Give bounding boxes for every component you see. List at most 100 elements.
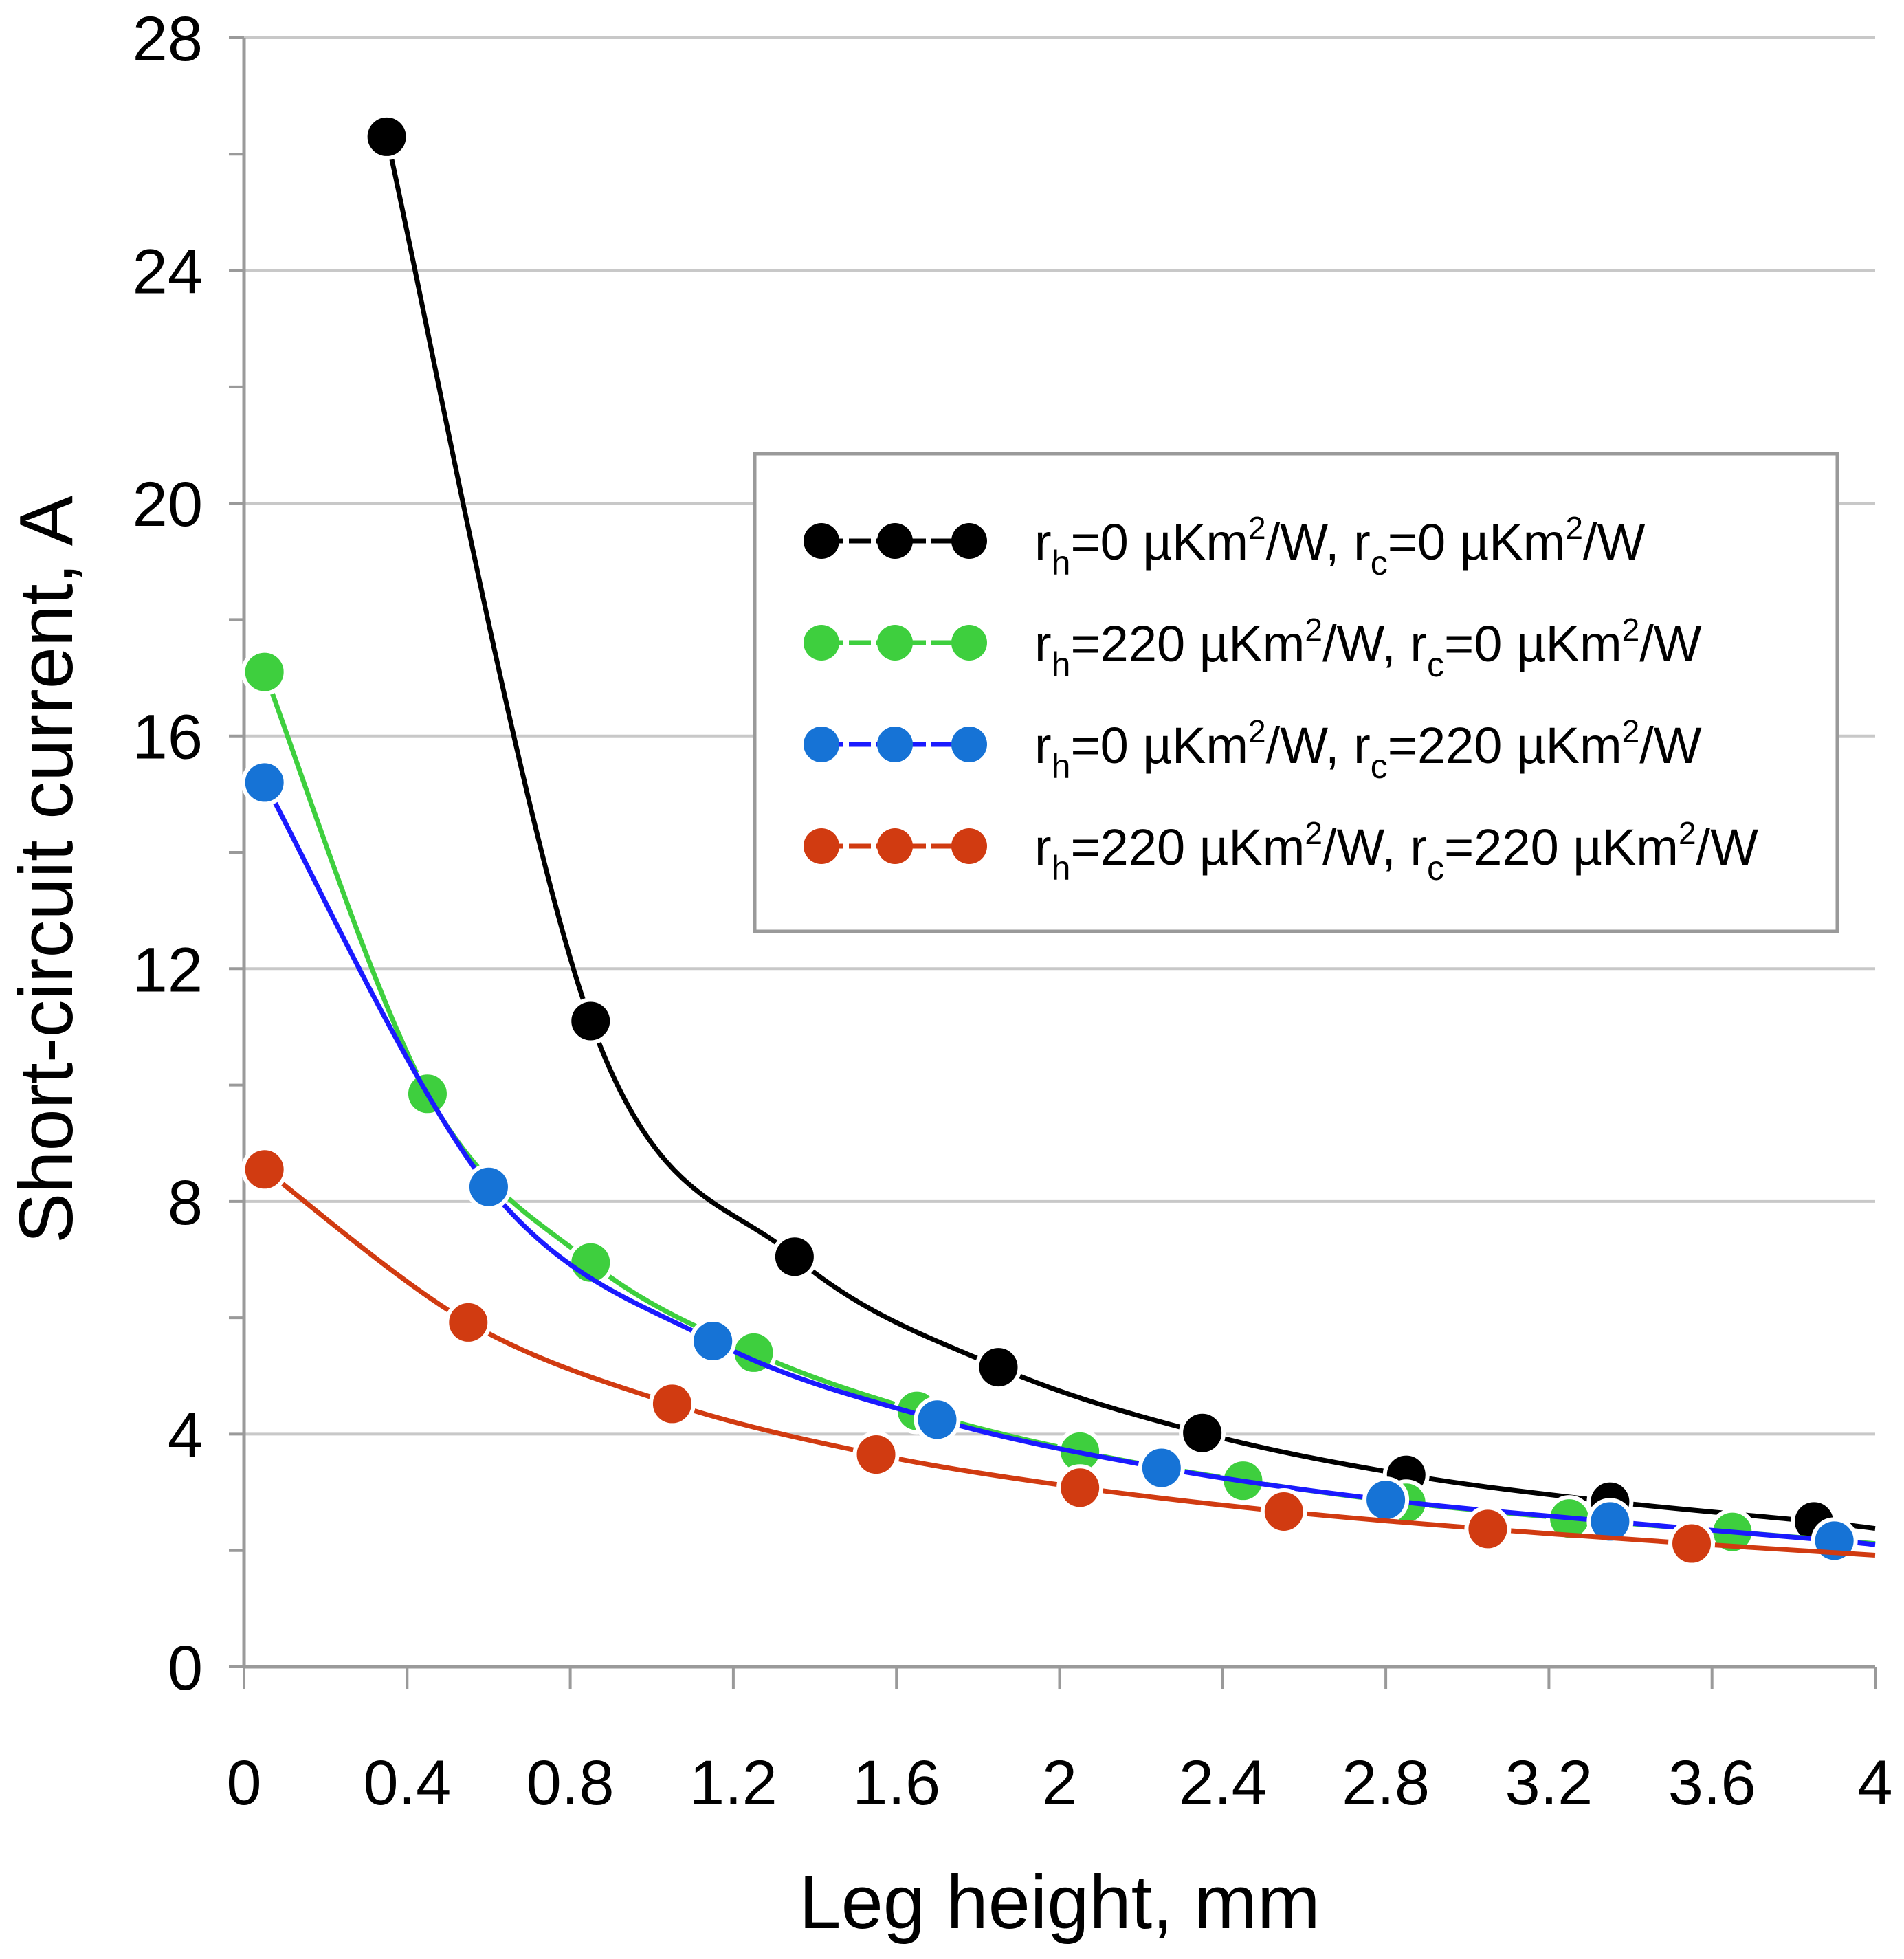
data-point — [1138, 1444, 1185, 1492]
legend-entry-1: rh=220 µKm2/W, rc=0 µKm2/W — [804, 612, 1702, 684]
legend-label-part: c — [1371, 544, 1388, 582]
legend-label-part: =0 µKm — [1070, 513, 1248, 571]
legend-label-part: 2 — [1622, 713, 1640, 749]
legend-label-part: h — [1052, 645, 1071, 684]
legend-label-part: c — [1371, 747, 1388, 786]
data-point — [445, 1298, 492, 1346]
data-point — [648, 1380, 696, 1428]
series-2 — [241, 759, 1876, 1564]
data-point — [465, 1163, 512, 1210]
x-tick-label: 4 — [1857, 1748, 1892, 1818]
data-point — [1362, 1476, 1410, 1524]
legend-label-part: /W, r — [1266, 513, 1371, 571]
legend-label-part: 2 — [1305, 815, 1322, 851]
legend-marker — [951, 727, 987, 762]
legend-entry-2: rh=0 µKm2/W, rc=220 µKm2/W — [804, 713, 1702, 786]
legend-label-part: =220 µKm — [1444, 819, 1679, 876]
legend-label-part: =220 µKm — [1388, 717, 1622, 774]
y-tick-label: 0 — [168, 1633, 203, 1703]
legend-marker — [951, 523, 987, 559]
x-tick-label: 2.8 — [1342, 1748, 1430, 1818]
legend-marker — [951, 625, 987, 661]
y-tick-label: 4 — [168, 1400, 203, 1470]
legend-label-part: /W — [1696, 819, 1759, 876]
legend-marker — [877, 625, 913, 661]
legend-label-part: =0 µKm — [1388, 513, 1566, 571]
x-tick-label: 3.6 — [1668, 1748, 1756, 1818]
legend-entry-3: rh=220 µKm2/W, rc=220 µKm2/W — [804, 815, 1758, 887]
legend-label-part: =0 µKm — [1444, 615, 1622, 672]
legend-marker — [804, 828, 839, 864]
data-point — [1464, 1505, 1512, 1553]
y-tick-label: 24 — [133, 237, 203, 307]
legend-label-part: c — [1427, 645, 1444, 684]
legend-marker — [804, 625, 839, 661]
legend-label-part: /W, r — [1322, 615, 1427, 672]
x-axis-title: Leg height, mm — [799, 1860, 1320, 1945]
data-point — [771, 1233, 818, 1281]
legend-marker — [804, 727, 839, 762]
data-point — [1056, 1464, 1104, 1512]
data-point — [914, 1396, 961, 1443]
plot-series — [241, 113, 1876, 1567]
data-point — [241, 759, 288, 806]
x-tick-label: 1.6 — [852, 1748, 940, 1818]
data-point — [975, 1344, 1022, 1391]
legend-label: rh=220 µKm2/W, rc=0 µKm2/W — [1034, 612, 1702, 684]
legend-label: rh=0 µKm2/W, rc=220 µKm2/W — [1034, 713, 1702, 786]
x-tick-label: 2.4 — [1179, 1748, 1267, 1818]
x-tick-label: 0.4 — [363, 1748, 451, 1818]
legend-label-part: r — [1034, 717, 1052, 774]
legend-label-part: r — [1034, 513, 1052, 571]
data-point — [241, 1146, 288, 1193]
legend-marker — [951, 828, 987, 864]
data-point — [1668, 1520, 1716, 1567]
legend-label: rh=220 µKm2/W, rc=220 µKm2/W — [1034, 815, 1758, 887]
legend-marker — [804, 523, 839, 559]
data-point — [1179, 1409, 1226, 1457]
tick-labels: 0 0.4 0.8 1.2 1.6 2 2.4 2.8 3.2 3.6 4 0 4 8 12 16 20 24 28 — [133, 4, 1893, 1818]
legend-label-part: h — [1052, 747, 1071, 786]
legend: rh=0 µKm2/W, rc=0 µKm2/Wrh=220 µKm2/W, r… — [753, 452, 1839, 933]
legend-label-part: =220 µKm — [1070, 819, 1305, 876]
legend-label-part: /W — [1583, 513, 1646, 571]
x-tick-label: 2 — [1042, 1748, 1077, 1818]
x-tick-label: 0.8 — [527, 1748, 615, 1818]
legend-marker — [877, 523, 913, 559]
x-tick-label: 0 — [226, 1748, 261, 1818]
legend-label-part: /W — [1639, 717, 1702, 774]
legend-label-part: 2 — [1565, 510, 1583, 546]
legend-label-part: 2 — [1248, 713, 1266, 749]
legend-label-part: /W, r — [1266, 717, 1371, 774]
legend-label-part: 2 — [1248, 510, 1266, 546]
legend-label-part: 2 — [1622, 612, 1640, 648]
legend-label-part: /W — [1639, 615, 1702, 672]
legend-label-part: r — [1034, 615, 1052, 672]
legend-label-part: r — [1034, 819, 1052, 876]
data-point — [689, 1318, 737, 1364]
legend-label-part: 2 — [1679, 815, 1696, 851]
x-tick-label: 1.2 — [689, 1748, 777, 1818]
legend-label: rh=0 µKm2/W, rc=0 µKm2/W — [1034, 510, 1645, 582]
y-axis-title: Short-circuit current, A — [4, 495, 89, 1243]
series-3 — [241, 1146, 1876, 1567]
y-tick-label: 20 — [133, 469, 203, 540]
legend-label-part: 2 — [1305, 612, 1322, 648]
y-tick-label: 12 — [133, 935, 203, 1005]
legend-marker — [877, 727, 913, 762]
data-point — [852, 1431, 900, 1479]
data-point — [363, 113, 410, 160]
legend-label-part: h — [1052, 544, 1071, 582]
y-tick-label: 8 — [168, 1168, 203, 1238]
legend-label-part: /W, r — [1322, 819, 1427, 876]
y-tick-label: 16 — [133, 702, 203, 773]
y-tick-label: 28 — [133, 4, 203, 74]
legend-label-part: h — [1052, 849, 1071, 887]
legend-label-part: =220 µKm — [1070, 615, 1305, 672]
data-point — [1260, 1488, 1307, 1536]
data-point — [241, 648, 288, 696]
legend-label-part: =0 µKm — [1070, 717, 1248, 774]
legend-label-part: c — [1427, 849, 1444, 887]
legend-marker — [877, 828, 913, 864]
